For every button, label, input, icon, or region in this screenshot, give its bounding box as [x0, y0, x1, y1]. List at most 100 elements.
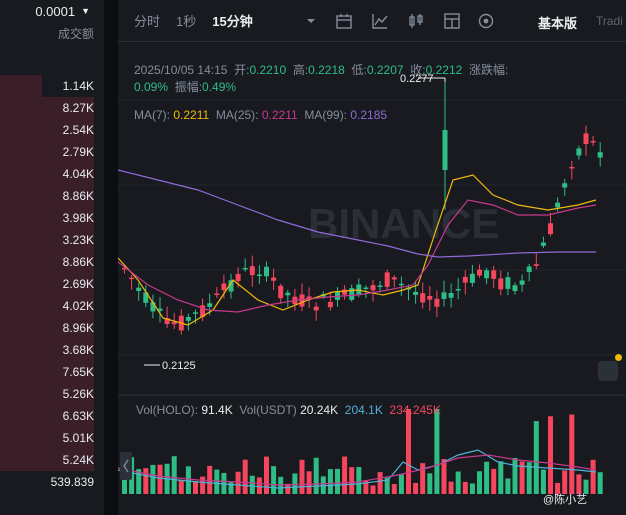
trade-volume-list: 1.14K 8.27K 2.54K 2.79K 4.04K 8.86K 3.98K 3.23K…	[0, 75, 104, 493]
precision-selector[interactable]: 0.0001 ▼	[0, 0, 104, 22]
volume-bar	[377, 472, 383, 494]
volume-depth-bar	[0, 273, 94, 295]
vol-base-value: 91.4K	[201, 403, 233, 417]
volume-bar	[519, 461, 525, 494]
volume-row: 5.01K	[0, 427, 104, 449]
volume-bar	[143, 468, 149, 494]
timeframe-tab[interactable]: 分时	[134, 14, 161, 29]
candle-body	[193, 312, 198, 314]
high-label: 高:	[292, 63, 309, 77]
volume-bar	[448, 481, 454, 494]
candle-body	[122, 267, 127, 270]
volume-value: 3.98K	[62, 211, 94, 225]
candle-body	[242, 267, 248, 270]
candle-body	[278, 285, 284, 299]
volume-row: 3.23K	[0, 229, 104, 251]
candle-body	[264, 266, 269, 277]
candle-body	[150, 302, 156, 312]
volume-bar	[370, 485, 376, 494]
volume-bar	[477, 471, 482, 494]
candle-body	[221, 283, 227, 291]
volume-row: 5.24K	[0, 449, 104, 471]
volume-bar	[469, 483, 475, 494]
volume-row: 6.63K	[0, 405, 104, 427]
dropdown-icon[interactable]	[306, 13, 322, 29]
ma7-line	[118, 174, 597, 326]
candle-body	[413, 291, 419, 295]
candle-body	[491, 270, 497, 279]
ma25-label: MA(25):	[215, 108, 259, 122]
volume-bar	[299, 459, 305, 494]
volume-depth-bar	[0, 405, 94, 427]
ma99-label: MA(99):	[304, 108, 348, 122]
ma99-value: 0.2185	[350, 108, 388, 122]
candle-body	[540, 242, 546, 246]
ohlc-info: 2025/10/05 14:15 开:0.2210 高:0.2218 低:0.2…	[134, 62, 614, 96]
view-basic-tab[interactable]: 基本版	[538, 16, 578, 31]
amplitude-label: 振幅:	[174, 80, 203, 94]
volume-bar	[455, 471, 461, 494]
candle-body	[249, 266, 255, 276]
candle-body	[391, 277, 397, 280]
volume-bar	[256, 477, 262, 494]
volume-bar	[136, 469, 142, 494]
volume-bar	[597, 472, 603, 494]
chart-settings-icon[interactable]	[336, 13, 352, 29]
close-value: 0.2212	[425, 63, 463, 77]
view-trading-tab[interactable]: Tradi	[596, 14, 623, 28]
candle-body	[349, 288, 355, 300]
volume-value: 5.01K	[62, 431, 94, 445]
volume-depth-bar	[0, 251, 94, 273]
candle-body	[555, 202, 561, 208]
change-value: 0.09%	[134, 80, 169, 94]
candle-body	[342, 289, 348, 295]
indicator-icon[interactable]	[372, 13, 388, 29]
volume-depth-bar	[0, 295, 94, 317]
volume-row: 2.69K	[0, 273, 104, 295]
candle-body	[569, 166, 575, 169]
volume-row: 2.54K	[0, 119, 104, 141]
credit-watermark: @陈小艺	[543, 494, 588, 506]
low-value: 0.2207	[366, 63, 404, 77]
timeframe-tab-active[interactable]: 15分钟	[212, 14, 253, 29]
layout-icon[interactable]	[444, 13, 460, 29]
candle-body	[498, 278, 504, 290]
chart-note-button[interactable]	[598, 361, 618, 381]
volume-value: 3.23K	[62, 233, 94, 247]
candle-type-icon[interactable]	[408, 13, 424, 29]
volume-depth-bar	[0, 229, 94, 251]
order-book-panel: 0.0001 ▼ 成交额 1.14K 8.27K 2.54K 2.79K 4.04K 8.…	[0, 0, 104, 515]
settings-circle-icon[interactable]	[478, 13, 494, 29]
volume-value: 7.65K	[62, 365, 94, 379]
kline-chart[interactable]: BINANCE 0.2277 0.2125	[118, 0, 626, 515]
volume-row: 3.98K	[0, 207, 104, 229]
volume-depth-bar	[0, 383, 94, 405]
volume-bar	[150, 464, 156, 494]
candle-body	[384, 272, 390, 287]
ma7-label: MA(7):	[134, 108, 170, 122]
volume-bar	[271, 466, 277, 494]
volume-row: 2.79K	[0, 141, 104, 163]
volume-bar	[235, 471, 241, 494]
low-label: 低:	[351, 63, 367, 77]
candle-body	[356, 284, 362, 295]
candle-body	[129, 277, 135, 280]
vol-ma10-value: 234.245K	[389, 403, 441, 417]
candle-body	[214, 293, 220, 296]
kline-chart-panel: 分时 1秒 15分钟 基本版 Tradi BINANCE 0.2277 0.2125…	[118, 0, 626, 515]
candle-body	[505, 277, 511, 289]
candle-body	[448, 293, 454, 298]
volume-value: 4.04K	[62, 167, 94, 181]
candle-body	[441, 292, 447, 299]
volume-value: 5.24K	[62, 453, 94, 467]
candle-body	[377, 285, 383, 288]
high-value: 0.2218	[308, 63, 345, 77]
volume-depth-bar	[0, 207, 94, 229]
timeframe-tab[interactable]: 1秒	[176, 14, 197, 29]
volume-bar	[576, 474, 582, 494]
candle-body	[576, 148, 582, 156]
volume-bar	[384, 477, 390, 494]
volume-value: 3.68K	[62, 343, 94, 357]
volume-bar	[441, 459, 447, 494]
volume-bar	[342, 456, 348, 494]
